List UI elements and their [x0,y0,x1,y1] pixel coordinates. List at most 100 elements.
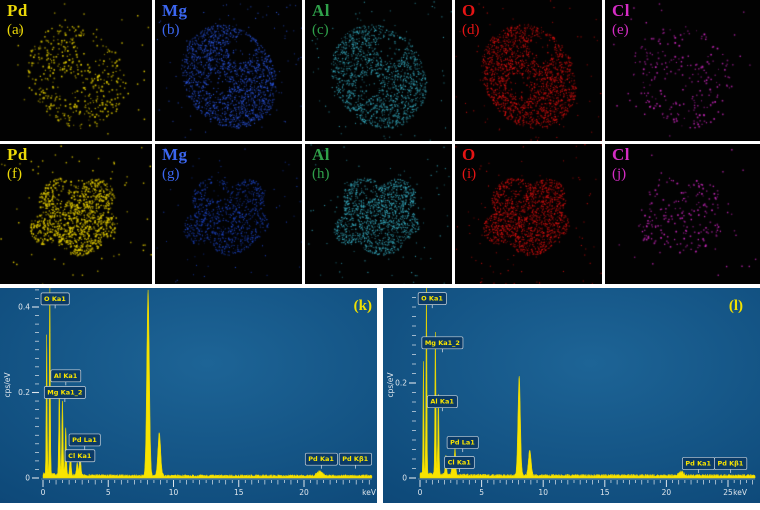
element-label-f: Pd [7,145,28,164]
x-tick-label: 20 [662,488,672,497]
y-tick-label: 0.2 [18,388,30,397]
svg-text:Pd Ka1: Pd Ka1 [308,455,334,463]
panel-letter-g: (g) [162,166,180,182]
svg-text:Al Ka1: Al Ka1 [430,398,454,406]
svg-text:Pd Ka1: Pd Ka1 [685,459,711,467]
element-label-c: Al [312,1,330,20]
element-label-g: Mg [162,145,188,164]
peak-label: Pd Kβ1 [338,452,372,469]
map-dots-c [305,0,452,141]
x-tick-label: 5 [479,488,484,497]
svg-text:Pd Kβ1: Pd Kβ1 [342,455,368,463]
element-label-b: Mg [162,1,188,20]
x-axis-unit: keV [733,488,748,497]
spectrum-svg: 0 5 10 15 20 keV 0 0.2 0.4 cps/eV O Ka1 Al Ka1 Mg Ka… [0,287,377,503]
map-dots-h [305,144,452,284]
y-axis: 0 0.2 0.4 cps/eV [3,289,39,483]
peak-label: Pd La1 [446,436,479,453]
svg-text:Mg Ka1_2: Mg Ka1_2 [47,388,82,396]
peak-label: Mg Ka1_2 [421,336,464,353]
map-dots-d [455,0,602,141]
edx-spectrum-k: 0 5 10 15 20 keV 0 0.2 0.4 cps/eV O Ka1 Al Ka1 Mg Ka… [0,287,377,503]
x-tick-label: 10 [169,488,179,497]
panel-letter-i: (i) [462,166,477,182]
peak-label: Pd La1 [68,433,101,450]
element-label-h: Al [312,145,330,164]
x-axis: 0 5 10 15 20 25 keV [418,480,753,497]
map-panel-i: O (i) [455,144,602,284]
y-tick-label: 0.2 [395,379,407,388]
map-panel-a: Pd (a) [0,0,152,141]
map-panel-d: O (d) [455,0,602,141]
peak-label: O Ka1 [417,292,447,309]
map-dots-j [605,144,760,284]
svg-text:O Ka1: O Ka1 [44,295,66,303]
panel-letter-b: (b) [162,22,180,38]
panel-letter-a: (a) [7,22,24,38]
element-label-e: Cl [612,1,630,20]
y-axis-title: cps/eV [3,372,12,398]
element-label-d: O [462,1,476,20]
panel-letter-h: (h) [312,166,330,182]
map-dots-i [455,144,602,284]
peak-label: Pd Kβ1 [714,457,748,473]
panel-letter-j: (j) [612,166,627,182]
edx-spectrum-l: 0 5 10 15 20 25 keV 0 0.2 cps/eV O Ka1 Mg Ka1_2 Al K… [383,287,760,503]
panel-letter-d: (d) [462,22,480,38]
peak-label: Cl Ka1 [444,456,475,472]
svg-text:O Ka1: O Ka1 [421,295,443,303]
x-tick-label: 0 [418,488,423,497]
spectrum-curve [419,287,756,479]
element-label-i: O [462,145,476,164]
svg-text:Cl Ka1: Cl Ka1 [448,459,472,467]
svg-text:Cl Ka1: Cl Ka1 [68,452,92,460]
y-tick-label: 0 [25,474,30,483]
peak-label: Pd Ka1 [304,452,338,469]
peak-label: Al Ka1 [50,369,82,386]
panel-letter-f: (f) [7,166,22,182]
y-tick-label: 0 [402,474,407,483]
panel-letter-c: (c) [312,22,329,38]
map-panel-g: Mg (g) [155,144,302,284]
x-tick-label: 10 [538,488,548,497]
panel-label: (k) [354,298,372,314]
x-tick-label: 15 [600,488,610,497]
map-panel-h: Al (h) [305,144,452,284]
x-tick-label: 20 [299,488,309,497]
peak-label: O Ka1 [40,292,70,309]
map-dots-f [0,144,152,284]
map-dots-e [605,0,760,141]
x-tick-label: 0 [41,488,46,497]
x-axis-unit: keV [362,488,377,497]
map-panel-f: Pd (f) [0,144,152,284]
map-dots-b [155,0,302,141]
x-axis: 0 5 10 15 20 keV [41,480,377,497]
svg-text:Pd La1: Pd La1 [72,436,97,444]
map-dots-g [155,144,302,284]
panel-letter-e: (e) [612,22,629,38]
x-tick-label: 5 [106,488,111,497]
x-tick-label: 25 [723,488,733,497]
panel-label: (l) [729,298,743,314]
map-panel-c: Al (c) [305,0,452,141]
y-axis-title: cps/eV [386,372,395,398]
element-label-a: Pd [7,1,28,20]
spectrum-curve [42,287,373,479]
map-panel-j: Cl (j) [605,144,760,284]
svg-text:Pd La1: Pd La1 [450,439,475,447]
svg-text:Mg Ka1_2: Mg Ka1_2 [425,339,460,347]
svg-text:Al Ka1: Al Ka1 [54,372,78,380]
map-panel-b: Mg (b) [155,0,302,141]
y-tick-label: 0.4 [18,303,30,312]
map-panel-e: Cl (e) [605,0,760,141]
element-label-j: Cl [612,145,630,164]
map-dots-a [0,0,152,141]
peak-label: Cl Ka1 [64,449,96,466]
peak-label: Mg Ka1_2 [43,386,86,402]
peak-label: Pd Ka1 [682,457,715,473]
svg-text:Pd Kβ1: Pd Kβ1 [717,459,743,467]
x-tick-label: 15 [234,488,244,497]
